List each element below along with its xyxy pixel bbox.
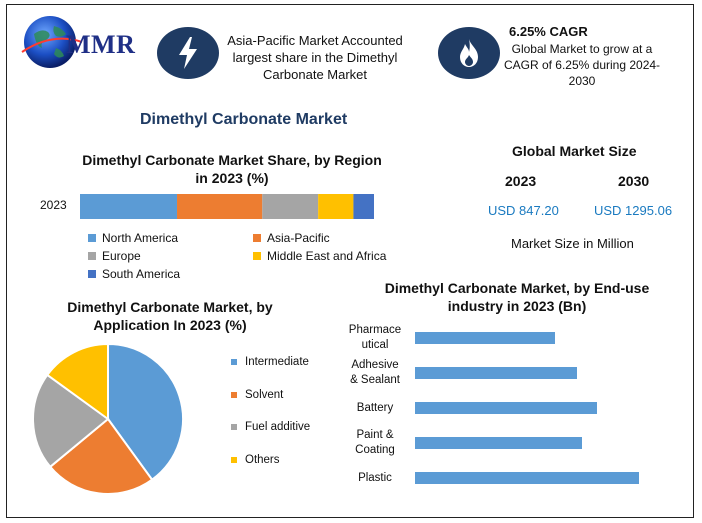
legend-swatch <box>88 252 96 260</box>
legend-label: South America <box>102 267 181 281</box>
enduse-bar-pharmace-utical <box>415 332 555 344</box>
legend-label: Solvent <box>245 389 284 401</box>
enduse-bar-paint-coating <box>415 437 582 449</box>
application-chart-title: Dimethyl Carbonate Market, by Applicatio… <box>67 299 273 333</box>
main-title: Dimethyl Carbonate Market <box>140 111 348 128</box>
legend-swatch <box>253 252 261 260</box>
market-size-value-2023: USD 847.20 <box>488 203 559 218</box>
legend-label: Fuel additive <box>245 421 311 433</box>
market-size-year-2023: 2023 <box>505 173 537 189</box>
legend-asia-pacific: Asia-Pacific <box>253 231 330 245</box>
info-asia-pacific: Asia-Pacific Market Accounted largest sh… <box>227 33 403 82</box>
enduse-chart-title: Dimethyl Carbonate Market, by End-use in… <box>384 280 650 314</box>
legend-swatch <box>231 392 237 398</box>
pie-slice-fuel-additive <box>32 373 110 469</box>
legend-label: Others <box>245 454 280 466</box>
lightning-icon <box>157 27 219 79</box>
legend-label: Asia-Pacific <box>267 231 330 245</box>
logo-text: MMR <box>66 30 136 59</box>
legend-label: North America <box>102 231 179 245</box>
enduse-bar-chart <box>415 332 639 484</box>
region-stacked-bar <box>80 194 374 219</box>
enduse-bar-plastic <box>415 472 639 484</box>
legend-europe: Europe <box>88 249 141 263</box>
enduse-category-label: Battery <box>356 401 394 414</box>
market-size-value-2030: USD 1295.06 <box>594 203 673 218</box>
legend-label: Intermediate <box>245 356 309 368</box>
region-chart-title: Dimethyl Carbonate Market Share, by Regi… <box>82 152 382 186</box>
market-size-unit: Market Size in Million <box>511 236 634 251</box>
enduse-category-label: Pharmace utical <box>348 324 402 351</box>
enduse-bar-battery <box>415 402 597 414</box>
pie-legend-intermediate: Intermediate <box>231 356 309 368</box>
pie-legend-fuel-additive: Fuel additive <box>231 421 310 433</box>
legend-swatch <box>231 359 237 365</box>
flame-icon <box>438 27 500 79</box>
region-year-label: 2023 <box>40 198 67 212</box>
market-size-title: Global Market Size <box>512 143 637 159</box>
legend-swatch <box>231 457 237 463</box>
legend-north-america: North America <box>88 231 178 245</box>
legend-swatch <box>253 234 261 242</box>
pie-slice-others <box>45 342 109 421</box>
legend-label: Middle East and Africa <box>267 249 387 263</box>
enduse-category-label: Paint & Coating <box>355 429 395 456</box>
logo: MMR <box>10 10 160 70</box>
enduse-category-label: Adhesive & Sealant <box>350 359 400 386</box>
market-size-year-2030: 2030 <box>618 173 650 189</box>
legend-label: Europe <box>102 249 141 263</box>
bar-segment-south-america <box>353 194 374 219</box>
legend-south-america: South America <box>88 267 180 281</box>
legend-swatch <box>88 234 96 242</box>
legend-swatch <box>231 424 237 430</box>
pie-legend-solvent: Solvent <box>231 389 283 401</box>
cagr-title: 6.25% CAGR <box>509 24 588 39</box>
cagr-body: Global Market to grow at a CAGR of 6.25%… <box>503 42 661 88</box>
bar-segment-middle-east-and-africa <box>318 194 354 219</box>
enduse-category-label: Plastic <box>358 471 392 484</box>
bar-segment-asia-pacific <box>177 194 263 219</box>
enduse-bar-adhesive-sealant <box>415 367 577 379</box>
bar-segment-europe <box>262 194 319 219</box>
legend-middle-east-africa: Middle East and Africa <box>253 249 386 263</box>
globe-icon <box>21 16 83 68</box>
application-pie-chart <box>32 342 184 495</box>
pie-slice-solvent <box>48 417 154 495</box>
legend-swatch <box>88 270 96 278</box>
bar-segment-north-america <box>80 194 178 219</box>
pie-legend-others: Others <box>231 454 280 466</box>
pie-slice-intermediate <box>107 342 184 482</box>
